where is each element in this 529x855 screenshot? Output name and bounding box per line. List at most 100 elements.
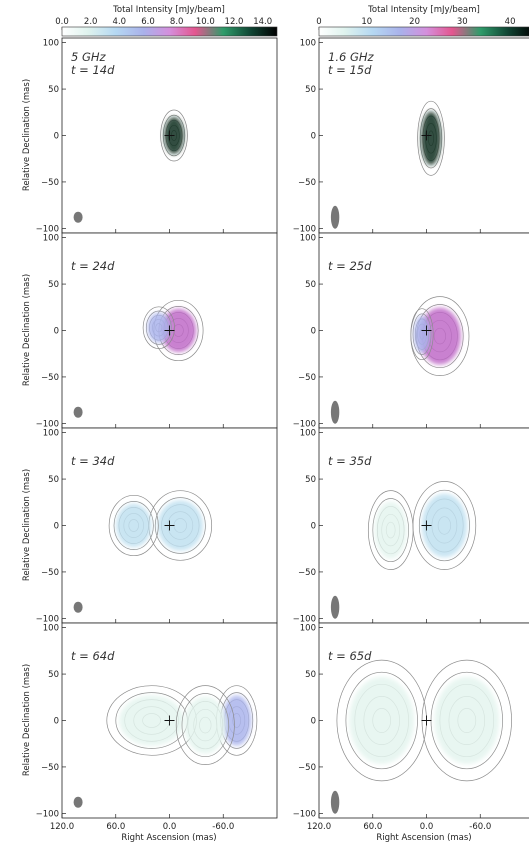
ytick-label: 100 — [43, 234, 59, 244]
beam-ellipse — [74, 407, 83, 418]
beam-ellipse — [74, 602, 83, 613]
freq-label: 5 GHz — [71, 50, 107, 64]
epoch-label: t = 24d — [71, 259, 115, 273]
beam-ellipse — [331, 596, 339, 619]
beam-ellipse — [74, 212, 83, 223]
colorbar-0-tick-1: 2.0 — [84, 17, 98, 27]
ytick-label: 50 — [48, 475, 59, 485]
ytick-label: −100 — [293, 809, 316, 819]
colorbar-left-label: Total Intensity [mJy/beam] — [112, 5, 225, 15]
freq-label: 1.6 GHz — [328, 50, 375, 64]
ytick-label: 100 — [43, 429, 59, 439]
panel-r3-c2: 100 50 0 −50 −100 t = 35d — [293, 428, 529, 624]
ytick-label: 0 — [54, 717, 59, 727]
intensity-blob-0 — [435, 677, 500, 764]
beam-ellipse — [331, 401, 339, 424]
epoch-label: t = 14d — [71, 63, 115, 77]
ytick-label: 100 — [43, 624, 59, 634]
ytick-label: −50 — [41, 178, 59, 188]
colorbar-right-bar — [319, 27, 529, 36]
ytick-label: 0 — [54, 327, 59, 337]
ytick-label: 0 — [54, 522, 59, 532]
intensity-blob-1 — [116, 504, 151, 547]
beam-ellipse — [74, 797, 83, 808]
colorbar-0-tick-3: 6.0 — [141, 17, 155, 27]
colorbar-1-tick-3: 30 — [457, 17, 468, 27]
panel-r4-c1: 100 50 0 −50 −100 t = 64d — [36, 623, 277, 819]
ytick-label: −100 — [36, 809, 59, 819]
ytick-label: 100 — [43, 39, 59, 49]
intensity-blob-0 — [158, 500, 203, 550]
ytick-label: 50 — [48, 85, 59, 95]
colorbar-1-tick-0: 0 — [316, 17, 321, 27]
ytick-label: 0 — [311, 522, 316, 532]
epoch-label: t = 65d — [328, 649, 372, 663]
colorbar-1-tick-2: 20 — [409, 17, 420, 27]
ylabel-row-4: Relative Declination (mas) — [22, 664, 32, 776]
ytick-label: 50 — [48, 670, 59, 680]
ytick-label: −50 — [41, 568, 59, 578]
ylabel-row-2: Relative Declination (mas) — [22, 274, 32, 386]
intensity-blob-1 — [349, 677, 414, 764]
ytick-label: −50 — [298, 763, 316, 773]
intensity-blob-1 — [414, 316, 430, 353]
colorbar-right: Total Intensity [mJy/beam] 0 10 20 30 40 — [316, 5, 529, 36]
ytick-label: 100 — [300, 234, 316, 244]
intensity-blob-1 — [148, 313, 171, 343]
xlabel-left: Right Ascension (mas) — [121, 833, 216, 843]
ytick-label: 50 — [305, 670, 316, 680]
source-emission — [418, 101, 445, 175]
intensity-blob-1 — [375, 502, 407, 559]
ytick-label: −50 — [298, 568, 316, 578]
xtick-label: -60.0 — [469, 822, 491, 832]
ylabel-row-3: Relative Declination (mas) — [22, 469, 32, 581]
xtick-label: 60.0 — [363, 822, 382, 832]
panel-r1-c1: 100500−50−1005 GHzt = 14d — [36, 38, 277, 234]
colorbar-left-bar — [62, 27, 277, 36]
ytick-label: −50 — [41, 763, 59, 773]
xtick-label: 120.0 — [307, 822, 331, 832]
ytick-label: 0 — [311, 717, 316, 727]
ytick-label: 100 — [300, 624, 316, 634]
intensity-blob-0 — [421, 112, 440, 165]
epoch-label: t = 15d — [328, 63, 372, 77]
ytick-label: 50 — [305, 280, 316, 290]
xtick-label: 0.0 — [420, 822, 434, 832]
ytick-label: 100 — [300, 39, 316, 49]
ytick-label: 0 — [311, 327, 316, 337]
xlabel-right: Right Ascension (mas) — [376, 833, 471, 843]
colorbar-left: Total Intensity [mJy/beam] 0.0 2.0 4.0 6.0 8… — [55, 5, 277, 36]
ylabel-row-1: Relative Declination (mas) — [22, 79, 32, 191]
colorbar-0-tick-7: 14.0 — [253, 17, 272, 27]
colorbar-0-tick-2: 4.0 — [113, 17, 127, 27]
colorbar-0-tick-5: 10.0 — [196, 17, 215, 27]
xtick-label: 0.0 — [163, 822, 177, 832]
panel-r4-c2: 100 50 0 −50 −100 t = 65d — [293, 623, 529, 819]
ytick-label: 50 — [305, 85, 316, 95]
ytick-label: −50 — [41, 373, 59, 383]
beam-ellipse — [331, 206, 339, 229]
epoch-label: t = 25d — [328, 259, 372, 273]
ytick-label: 50 — [48, 280, 59, 290]
beam-ellipse — [331, 791, 339, 814]
ytick-label: −50 — [298, 373, 316, 383]
epoch-label: t = 34d — [71, 454, 115, 468]
ytick-label: 100 — [300, 429, 316, 439]
ytick-label: 0 — [54, 132, 59, 142]
epoch-label: t = 35d — [328, 454, 372, 468]
epoch-label: t = 64d — [71, 649, 115, 663]
colorbar-1-tick-4: 40 — [505, 17, 516, 27]
ytick-label: 50 — [305, 475, 316, 485]
colorbar-0-tick-6: 12.0 — [225, 17, 244, 27]
xtick-label: 120.0 — [50, 822, 74, 832]
xtick-label: 60.0 — [106, 822, 125, 832]
panel-r2-c2: 100 50 0 −50 −100 t = 25d — [293, 233, 529, 429]
colorbar-0-tick-0: 0.0 — [55, 17, 69, 27]
panel-r3-c1: 100 50 0 −50 −100 t = 34d — [36, 428, 277, 624]
ytick-label: 0 — [311, 132, 316, 142]
xtick-label: -60.0 — [212, 822, 234, 832]
ytick-label: −50 — [298, 178, 316, 188]
intensity-blob-2 — [184, 697, 226, 754]
